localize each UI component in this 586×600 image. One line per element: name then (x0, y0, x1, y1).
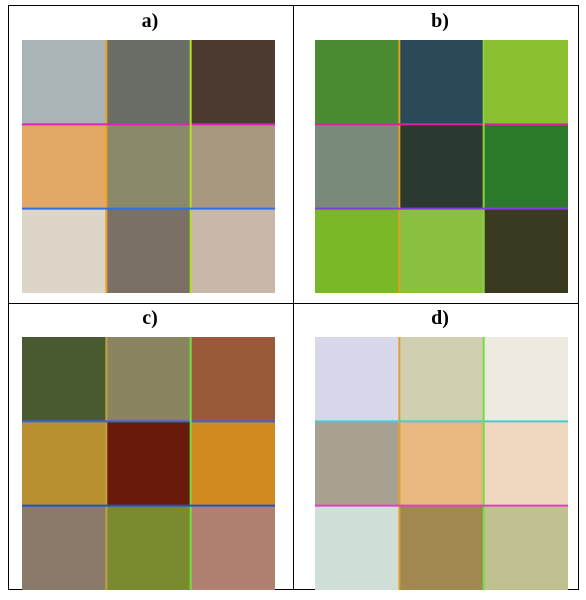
panel-label: d) (431, 307, 449, 329)
texture-tile (106, 421, 190, 505)
texture-tile (106, 337, 190, 421)
texture-tile (191, 506, 275, 590)
panel-label: a) (142, 10, 159, 32)
texture-tile (484, 506, 568, 590)
panel-label: b) (431, 10, 449, 32)
texture-tile (399, 506, 483, 590)
texture-tile (22, 506, 106, 590)
texture-tile (315, 40, 399, 124)
texture-tile (191, 421, 275, 505)
texture-tile (484, 337, 568, 421)
texture-tile (484, 40, 568, 124)
texture-tile (315, 209, 399, 293)
texture-tile (399, 421, 483, 505)
texture-tile (399, 337, 483, 421)
texture-tile (106, 124, 190, 208)
texture-tile (315, 337, 399, 421)
panel-label: c) (142, 307, 158, 329)
texture-tile (315, 124, 399, 208)
texture-tile (399, 124, 483, 208)
texture-tile (484, 209, 568, 293)
texture-tile (399, 209, 483, 293)
texture-tile (315, 421, 399, 505)
texture-tile (399, 40, 483, 124)
texture-tile (22, 40, 106, 124)
texture-tile (191, 337, 275, 421)
texture-tile (106, 506, 190, 590)
texture-tile (106, 40, 190, 124)
texture-tile (191, 209, 275, 293)
texture-tile (22, 337, 106, 421)
figure: a) b) c) d) (0, 0, 586, 595)
texture-tile (484, 124, 568, 208)
page: a)b)c)d) (() => { const data = JSON.pars… (0, 0, 586, 595)
texture-tile (315, 506, 399, 590)
texture-tile (22, 209, 106, 293)
texture-tile (191, 124, 275, 208)
texture-tile (22, 421, 106, 505)
texture-tile (484, 421, 568, 505)
texture-tile (106, 209, 190, 293)
texture-tile (191, 40, 275, 124)
texture-tile (22, 124, 106, 208)
